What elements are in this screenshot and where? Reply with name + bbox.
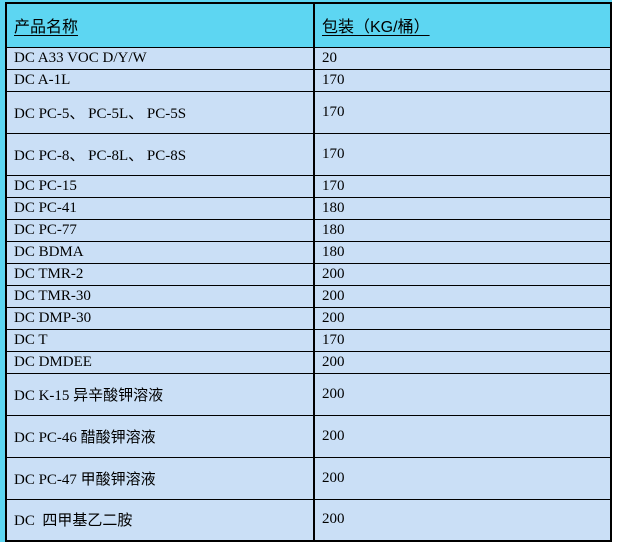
table-row: DC K-15 异辛酸钾溶液 200 (5, 372, 612, 416)
table-row: DC DMP-30 200 (5, 306, 612, 330)
product-name-cell: DC 四甲基乙二胺 (5, 498, 315, 542)
table-row: DC 四甲基乙二胺 200 (5, 498, 612, 542)
product-name-cell: DC A33 VOC D/Y/W (5, 46, 315, 70)
packing-value-cell: 170 (313, 328, 612, 352)
packing-value-cell: 170 (313, 132, 612, 176)
product-name-cell: DC K-15 异辛酸钾溶液 (5, 372, 315, 416)
table-row: DC PC-46 醋酸钾溶液 200 (5, 414, 612, 458)
product-name-cell: DC PC-41 (5, 196, 315, 220)
table-row: DC PC-8、 PC-8L、 PC-8S 170 (5, 132, 612, 176)
table-row: DC T 170 (5, 328, 612, 352)
product-name-cell: DC PC-46 醋酸钾溶液 (5, 414, 315, 458)
packing-value-cell: 200 (313, 372, 612, 416)
column-header-product-name: 产品名称 (5, 2, 315, 48)
table-row: DC A33 VOC D/Y/W 20 (5, 46, 612, 70)
table-row: DC A-1L 170 (5, 68, 612, 92)
table-body: DC A33 VOC D/Y/W 20 DC A-1L 170 DC PC-5、 PC-… (5, 46, 612, 542)
product-name-cell: DC A-1L (5, 68, 315, 92)
packing-value-cell: 170 (313, 174, 612, 198)
product-name-cell: DC PC-15 (5, 174, 315, 198)
table-row: DC TMR-2 200 (5, 262, 612, 286)
packing-value-cell: 200 (313, 456, 612, 500)
packing-value-cell: 200 (313, 306, 612, 330)
table-background: 产品名称 包装（KG/桶） DC A33 VOC D/Y/W 20 DC A-1L 1… (0, 0, 612, 542)
packing-value-cell: 180 (313, 196, 612, 220)
table-row: DC PC-15 170 (5, 174, 612, 198)
packing-value-cell: 200 (313, 284, 612, 308)
product-name-cell: DC BDMA (5, 240, 315, 264)
product-name-cell: DC PC-47 甲酸钾溶液 (5, 456, 315, 500)
packing-value-cell: 200 (313, 498, 612, 542)
table-row: DC PC-77 180 (5, 218, 612, 242)
product-name-cell: DC PC-8、 PC-8L、 PC-8S (5, 132, 315, 176)
column-header-packing: 包装（KG/桶） (313, 2, 612, 48)
product-name-cell: DC PC-5、 PC-5L、 PC-5S (5, 90, 315, 134)
product-name-cell: DC TMR-30 (5, 284, 315, 308)
product-name-cell: DC PC-77 (5, 218, 315, 242)
packing-value-cell: 200 (313, 350, 612, 374)
table-row: DC DMDEE 200 (5, 350, 612, 374)
table-row: DC TMR-30 200 (5, 284, 612, 308)
packing-value-cell: 180 (313, 240, 612, 264)
product-packing-table: 产品名称 包装（KG/桶） DC A33 VOC D/Y/W 20 DC A-1L 1… (5, 2, 612, 542)
product-name-cell: DC DMDEE (5, 350, 315, 374)
header-row: 产品名称 包装（KG/桶） (5, 2, 612, 48)
packing-value-cell: 200 (313, 262, 612, 286)
product-name-cell: DC DMP-30 (5, 306, 315, 330)
table-row: DC PC-5、 PC-5L、 PC-5S 170 (5, 90, 612, 134)
packing-value-cell: 200 (313, 414, 612, 458)
packing-value-cell: 170 (313, 68, 612, 92)
packing-value-cell: 20 (313, 46, 612, 70)
packing-value-cell: 180 (313, 218, 612, 242)
table-row: DC PC-47 甲酸钾溶液 200 (5, 456, 612, 500)
table-row: DC BDMA 180 (5, 240, 612, 264)
product-name-cell: DC TMR-2 (5, 262, 315, 286)
table-row: DC PC-41 180 (5, 196, 612, 220)
product-name-cell: DC T (5, 328, 315, 352)
packing-value-cell: 170 (313, 90, 612, 134)
